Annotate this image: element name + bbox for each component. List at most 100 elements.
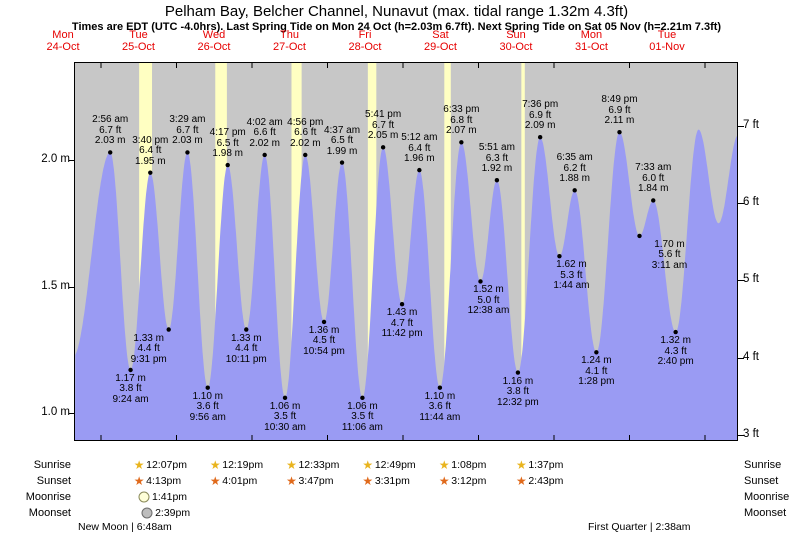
tide-extremum-dot xyxy=(282,395,288,401)
day-label-line: 29-Oct xyxy=(423,41,457,53)
day-label-line: Fri xyxy=(358,29,372,41)
tide-annotation-line: 2.11 m xyxy=(604,115,635,127)
day-label-29-Oct: Sat 29-Oct xyxy=(424,29,457,53)
tide-annotation-low: 1.32 m 4.3 ft 2:40 pm xyxy=(658,336,694,368)
sunrise-icon: ★ xyxy=(286,458,297,472)
tide-annotation-high: 4:17 pm 6.5 ft 1.98 m xyxy=(210,128,246,160)
tide-extremum-dot xyxy=(478,279,483,284)
tide-annotation-line: 10:11 pm xyxy=(225,353,267,365)
tide-annotation-high: 6:35 am 6.2 ft 1.88 m xyxy=(557,153,593,185)
day-label-line: Wed xyxy=(202,29,226,41)
tide-annotation-high: 3:29 am 6.7 ft 2.03 m xyxy=(169,115,205,147)
tide-annotation-low: 1.10 m 3.6 ft 11:44 am xyxy=(419,390,460,424)
tide-annotation-line: 1.99 m xyxy=(326,145,358,157)
tide-annotation-line: 5.0 ft xyxy=(477,294,500,306)
tide-annotation-low: 1.10 m 3.6 ft 9:56 am xyxy=(189,391,226,424)
sunrise-icon: ★ xyxy=(133,458,145,472)
tide-annotation-line: 6.6 ft xyxy=(253,127,276,139)
tide-annotation-line: 1.10 m xyxy=(424,390,456,402)
tide-extremum-dot xyxy=(321,319,327,325)
sunrise-row-label-right: Sunrise xyxy=(744,459,782,471)
tide-annotation-high: 4:56 pm 6.6 ft 2.02 m xyxy=(287,116,324,150)
tide-annotation-line: 10:54 pm xyxy=(303,345,345,357)
tide-extremum-dot xyxy=(185,150,190,155)
tide-annotation-line: 6.6 ft xyxy=(294,127,317,139)
tide-annotation-line: 2.03 m xyxy=(172,135,203,147)
tide-extremum-dot xyxy=(557,253,562,259)
sunset-time: 3:12pm xyxy=(451,475,487,487)
y-axis-left-tick xyxy=(69,286,75,288)
sunset-time: 4:13pm xyxy=(146,475,182,487)
tide-annotation-low: 1.36 m 4.5 ft 10:54 pm xyxy=(303,325,345,358)
tide-extremum-dot xyxy=(303,152,308,158)
tide-extremum-dot xyxy=(166,327,171,332)
sunset-row-label-right: Sunset xyxy=(744,475,779,487)
tide-annotation-low: 1.33 m 4.4 ft 9:31 pm xyxy=(130,332,167,366)
tide-extremum-dot xyxy=(515,370,521,375)
day-label-line: Tue xyxy=(657,29,677,41)
tide-annotation-line: 6.5 ft xyxy=(330,135,354,147)
chart-plot-area xyxy=(74,62,738,441)
tide-annotation-line: 6.7 ft xyxy=(99,124,122,136)
tide-annotation-low: 1.06 m 3.5 ft 11:06 am xyxy=(342,401,383,434)
day-label-line: 31-Oct xyxy=(574,41,608,53)
sunrise-time: 12:07pm xyxy=(146,459,187,471)
sunrise-time: 12:33pm xyxy=(298,459,340,471)
sunset-icon: ★ xyxy=(438,474,450,488)
day-label-26-Oct: Wed 26-Oct xyxy=(197,29,230,53)
tide-annotation-line: 6.9 ft xyxy=(529,109,552,121)
y-axis-right-tick xyxy=(738,203,744,205)
day-label-line: 01-Nov xyxy=(649,41,685,53)
day-label-line: 25-Oct xyxy=(121,41,155,53)
tide-annotation-low: 1.16 m 3.8 ft 12:32 pm xyxy=(497,376,539,409)
tide-annotation-low: 1.43 m 4.7 ft 11:42 pm xyxy=(382,308,423,340)
tide-annotation-line: 6.3 ft xyxy=(485,152,509,164)
tide-annotation-line: 1.84 m xyxy=(637,183,669,195)
tide-annotation-line: 6.2 ft xyxy=(563,162,586,174)
tide-annotation-line: 6:33 pm xyxy=(443,104,480,116)
tide-annotation-line: 1.33 m xyxy=(133,332,164,344)
tide-extremum-dot xyxy=(380,145,386,150)
day-label-line: Mon xyxy=(52,29,74,41)
tide-annotation-line: 2:40 pm xyxy=(657,356,694,368)
tide-annotation-line: 1.43 m xyxy=(386,307,418,319)
sunset-time: 3:47pm xyxy=(298,475,334,487)
day-label-line: 28-Oct xyxy=(348,41,382,53)
day-label-24-Oct: Mon 24-Oct xyxy=(46,29,79,53)
tide-annotation-line: 1.98 m xyxy=(212,148,243,160)
tide-annotation-line: 9:31 pm xyxy=(130,353,167,365)
tide-annotation-line: 1.32 m xyxy=(660,335,691,347)
day-label-28-Oct: Fri 28-Oct xyxy=(348,29,381,53)
sunset-time: 2:43pm xyxy=(528,475,564,487)
moonrise-row-label-left: Moonrise xyxy=(25,491,71,503)
tide-extremum-dot xyxy=(205,385,210,390)
tide-annotation-line: 1.95 m xyxy=(134,155,166,167)
sunset-time: 3:31pm xyxy=(374,475,410,487)
moonrise-row-label-right: Moonrise xyxy=(744,491,790,503)
tide-annotation-line: 4.4 ft xyxy=(235,343,258,354)
y-axis-right-label: 7 ft xyxy=(743,119,759,132)
tide-annotation-line: 3.8 ft xyxy=(119,383,142,395)
tide-annotation-line: 9:56 am xyxy=(189,411,226,423)
tide-annotation-line: 1.52 m xyxy=(473,284,504,296)
daylight-band xyxy=(367,63,377,440)
tide-annotation-line: 5:51 am xyxy=(478,142,515,154)
y-axis-right-tick xyxy=(738,357,744,359)
tide-annotation-line: 3.6 ft xyxy=(428,401,452,413)
y-axis-left-label: 1.5 m xyxy=(41,279,70,292)
tide-annotation-line: 4.4 ft xyxy=(137,343,160,354)
tide-annotation-high: 5:12 am 6.4 ft 1.96 m xyxy=(401,133,437,165)
tide-annotation-line: 6:35 am xyxy=(556,152,593,164)
moonrise-time: 1:41pm xyxy=(152,491,188,503)
tide-annotation-line: 9:24 am xyxy=(112,393,149,405)
tide-annotation-line: 8:49 pm xyxy=(601,94,638,106)
y-axis-right-label: 3 ft xyxy=(743,427,759,440)
tide-annotation-line: 4:56 pm xyxy=(287,116,324,128)
moonrise-icon xyxy=(138,491,150,503)
tide-annotation-line: 2:56 am xyxy=(92,114,129,126)
tide-extremum-dot xyxy=(459,140,464,145)
tide-annotation-line: 2.03 m xyxy=(94,135,126,147)
tide-annotation-high: 3:40 pm 6.4 ft 1.95 m xyxy=(132,135,168,168)
sunrise-time: 12:19pm xyxy=(222,459,264,471)
